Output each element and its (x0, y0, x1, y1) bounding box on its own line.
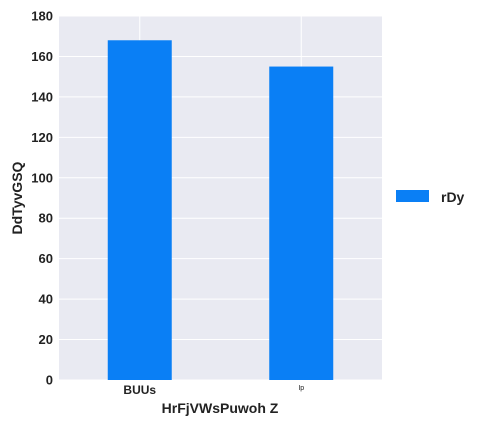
bar-0 (107, 40, 172, 381)
bars (107, 40, 334, 381)
y-axis-ticks: 0 20 40 60 80 100 120 140 160 180 (31, 9, 53, 388)
y-tick-label-7: 140 (31, 89, 53, 104)
legend-swatch (396, 190, 429, 202)
x-axis-title: HrFjVWsPuwoh Z (162, 400, 279, 416)
y-tick-label-8: 160 (31, 49, 53, 64)
x-tick-label-0: BUUs (123, 383, 156, 397)
y-tick-label-6: 120 (31, 130, 53, 145)
legend-label: rDy (441, 189, 465, 205)
plot-area (59, 16, 382, 380)
y-tick-label-3: 60 (39, 251, 53, 266)
bar-1 (269, 66, 334, 381)
y-tick-label-1: 20 (39, 332, 53, 347)
x-tick-label-1: Ip (298, 385, 304, 392)
y-tick-label-4: 80 (39, 211, 53, 226)
y-tick-label-5: 100 (31, 170, 53, 185)
y-tick-label-9: 180 (31, 9, 53, 24)
y-axis-title: DdTyvGSQ (9, 161, 25, 234)
y-tick-label-2: 40 (39, 292, 53, 307)
x-axis-ticks: BUUs Ip (123, 383, 304, 397)
legend: rDy (396, 189, 465, 205)
y-tick-label-0: 0 (46, 373, 53, 388)
